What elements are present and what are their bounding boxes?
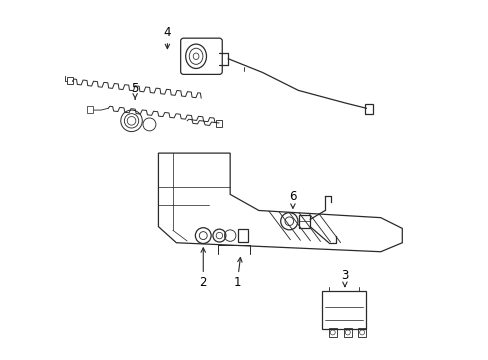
Text: 6: 6 <box>288 190 296 203</box>
Bar <box>343 328 351 337</box>
Text: 2: 2 <box>199 276 206 289</box>
Bar <box>364 104 372 114</box>
Bar <box>238 229 247 242</box>
Bar <box>86 106 93 113</box>
Bar <box>357 328 366 337</box>
Bar <box>67 77 73 84</box>
Bar <box>299 215 309 228</box>
Text: 5: 5 <box>131 82 139 95</box>
Text: 4: 4 <box>163 27 171 40</box>
Bar <box>328 328 336 337</box>
Bar <box>321 291 366 329</box>
Text: 1: 1 <box>233 276 241 289</box>
Bar <box>215 120 222 127</box>
Text: 3: 3 <box>341 269 348 282</box>
